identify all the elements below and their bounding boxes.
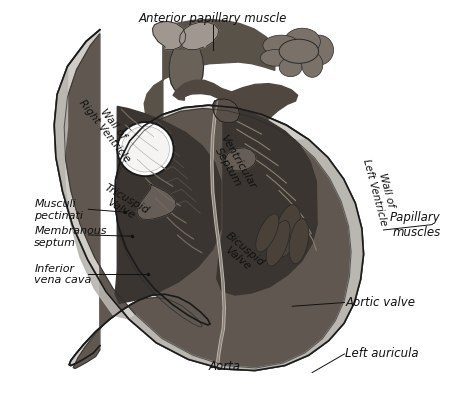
Ellipse shape bbox=[279, 58, 302, 77]
Ellipse shape bbox=[304, 35, 333, 65]
Polygon shape bbox=[137, 183, 176, 220]
Text: Musculi
pectinati: Musculi pectinati bbox=[34, 199, 83, 221]
Polygon shape bbox=[173, 80, 298, 129]
Text: Bicuspid
Valve: Bicuspid Valve bbox=[217, 230, 266, 277]
Ellipse shape bbox=[285, 28, 320, 55]
Text: Wall of
Left Ventricle: Wall of Left Ventricle bbox=[361, 155, 400, 228]
Text: Ventricular
Septum: Ventricular Septum bbox=[209, 133, 258, 196]
Polygon shape bbox=[295, 140, 363, 355]
Ellipse shape bbox=[260, 50, 291, 66]
Ellipse shape bbox=[256, 214, 279, 252]
Polygon shape bbox=[144, 20, 275, 127]
Polygon shape bbox=[213, 99, 239, 123]
Polygon shape bbox=[54, 30, 363, 371]
Ellipse shape bbox=[122, 126, 170, 172]
Text: Tricuspid
Valve: Tricuspid Valve bbox=[96, 182, 151, 225]
Ellipse shape bbox=[117, 122, 174, 176]
Text: Left auricula: Left auricula bbox=[345, 347, 419, 360]
Ellipse shape bbox=[274, 205, 301, 257]
Text: Anterior papillary muscle: Anterior papillary muscle bbox=[138, 12, 287, 25]
Polygon shape bbox=[180, 22, 219, 50]
Polygon shape bbox=[115, 106, 221, 303]
Ellipse shape bbox=[289, 219, 309, 264]
Polygon shape bbox=[169, 50, 203, 96]
Polygon shape bbox=[217, 109, 317, 295]
Text: Aorta: Aorta bbox=[209, 360, 241, 373]
Text: Aortic valve: Aortic valve bbox=[345, 296, 415, 309]
Ellipse shape bbox=[266, 220, 290, 266]
Polygon shape bbox=[152, 22, 186, 50]
Ellipse shape bbox=[263, 35, 300, 56]
Polygon shape bbox=[129, 315, 309, 371]
Text: Wall of
Right Ventricle: Wall of Right Ventricle bbox=[77, 90, 141, 164]
Polygon shape bbox=[225, 148, 256, 171]
Polygon shape bbox=[54, 66, 129, 319]
Text: Inferior
vena cava: Inferior vena cava bbox=[34, 264, 92, 285]
Text: Papillary
muscles: Papillary muscles bbox=[390, 211, 441, 240]
Ellipse shape bbox=[302, 52, 323, 77]
Ellipse shape bbox=[279, 39, 319, 63]
Text: Membranous
septum: Membranous septum bbox=[34, 226, 107, 248]
Polygon shape bbox=[64, 34, 351, 369]
